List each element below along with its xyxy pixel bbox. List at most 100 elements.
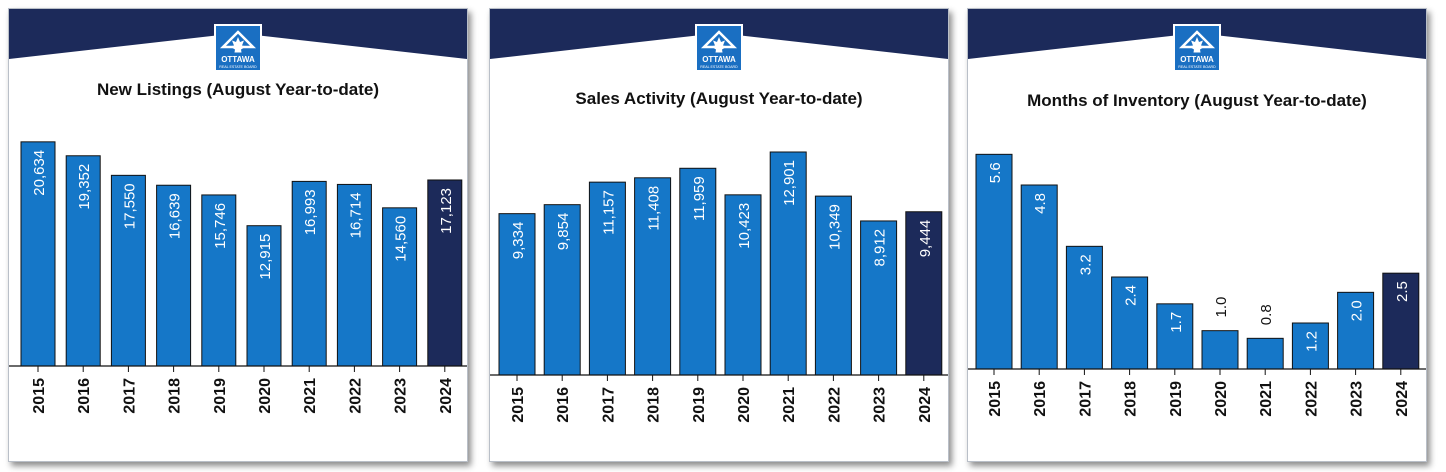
tick-label-2019: 2019 (212, 378, 229, 414)
data-label-2017: 11,157 (600, 190, 617, 235)
tick-label-2018: 2018 (646, 387, 663, 423)
data-label-2017: 3.2 (1077, 254, 1094, 275)
logo-text: OTTAWA (702, 55, 736, 64)
bar-2021 (1246, 337, 1284, 370)
tick-label-2022: 2022 (347, 378, 364, 414)
data-label-2016: 19,352 (76, 164, 93, 210)
bar-2018 (156, 184, 192, 367)
tick-label-2015: 2015 (987, 381, 1004, 417)
tick-label-2017: 2017 (121, 378, 138, 414)
data-label-2021: 12,901 (781, 160, 798, 206)
bar-2015 (20, 141, 56, 367)
data-label-2018: 11,408 (646, 186, 663, 231)
tick-label-2022: 2022 (826, 387, 843, 423)
bar-2019 (679, 167, 717, 376)
data-label-2023: 2.0 (1349, 300, 1366, 321)
data-label-2018: 2.4 (1123, 285, 1140, 306)
chart-title: Sales Activity (August Year-to-date) (575, 89, 862, 108)
bar-2017 (588, 181, 626, 376)
tick-label-2018: 2018 (1123, 381, 1140, 417)
data-label-2016: 9,854 (555, 213, 572, 251)
tick-label-2016: 2016 (76, 378, 93, 414)
bar-2018 (1111, 276, 1149, 370)
tick-label-2016: 2016 (1032, 381, 1049, 417)
data-label-2022: 1.2 (1303, 331, 1320, 352)
bar-2020 (1201, 330, 1239, 370)
bar-2022 (814, 195, 852, 376)
tick-label-2017: 2017 (600, 387, 617, 423)
header-band (490, 9, 948, 59)
tick-label-2021: 2021 (1258, 381, 1275, 417)
tick-label-2016: 2016 (555, 387, 572, 423)
bar-2020 (724, 194, 762, 376)
tick-label-2023: 2023 (393, 378, 410, 414)
chart-panel-sales-activity: OTTAWA REAL ESTATE BOARD Sales Activity (A… (489, 8, 949, 462)
tick-label-2020: 2020 (1213, 381, 1230, 417)
data-label-2023: 14,560 (393, 216, 410, 262)
data-label-2022: 10,349 (826, 204, 843, 250)
data-label-2016: 4.8 (1032, 193, 1049, 214)
bar-2023 (382, 207, 418, 367)
bar-2015 (975, 153, 1013, 370)
data-label-2015: 20,634 (31, 150, 48, 196)
header-band (9, 9, 467, 59)
logo-text: OTTAWA (1180, 55, 1214, 64)
data-label-2024: 9,444 (917, 220, 934, 258)
tick-label-2018: 2018 (167, 378, 184, 414)
data-label-2023: 8,912 (872, 229, 889, 267)
bar-2016 (1020, 184, 1058, 370)
chart-panel-months-of-inventory: OTTAWA REAL ESTATE BOARD Months of Invento… (967, 8, 1427, 462)
data-label-2024: 2.5 (1394, 281, 1411, 302)
chart-title: New Listings (August Year-to-date) (97, 80, 379, 99)
bar-2017 (1065, 245, 1103, 370)
tick-label-2017: 2017 (1077, 381, 1094, 417)
data-label-2019: 15,746 (212, 203, 229, 249)
tick-label-2019: 2019 (1168, 381, 1185, 417)
data-label-2021: 0.8 (1258, 304, 1275, 325)
data-label-2019: 11,959 (691, 176, 708, 221)
data-label-2021: 16,993 (302, 189, 319, 235)
chart-panel-new-listings: OTTAWA REAL ESTATE BOARD New Listings (Aug… (8, 8, 468, 462)
tick-label-2021: 2021 (781, 387, 798, 423)
tick-label-2021: 2021 (302, 378, 319, 414)
bar-2024 (1382, 272, 1420, 370)
logo-subtext: REAL ESTATE BOARD (1178, 65, 1216, 69)
bar-2021 (769, 151, 807, 376)
bar-2019 (201, 194, 237, 367)
logo-subtext: REAL ESTATE BOARD (700, 65, 738, 69)
header-band (968, 9, 1426, 59)
bar-2022 (336, 183, 372, 367)
tick-label-2019: 2019 (691, 387, 708, 423)
logo-subtext: REAL ESTATE BOARD (219, 65, 257, 69)
tick-label-2020: 2020 (736, 387, 753, 423)
bar-2024 (905, 211, 943, 376)
logo-text: OTTAWA (221, 55, 255, 64)
bar-2020 (246, 225, 282, 367)
data-label-2019: 1.7 (1168, 312, 1185, 333)
bar-2017 (110, 174, 146, 367)
tick-label-2024: 2024 (917, 387, 934, 423)
bar-2021 (291, 180, 327, 367)
data-label-2020: 12,915 (257, 234, 274, 280)
data-label-2015: 9,334 (510, 222, 527, 260)
chart-title: Months of Inventory (August Year-to-date… (1027, 91, 1367, 110)
bar-2015 (498, 213, 536, 376)
data-label-2020: 1.0 (1213, 297, 1230, 318)
tick-label-2020: 2020 (257, 378, 274, 414)
tick-label-2024: 2024 (1394, 381, 1411, 417)
tick-label-2023: 2023 (1349, 381, 1366, 417)
tick-label-2022: 2022 (1303, 381, 1320, 417)
tick-label-2015: 2015 (510, 387, 527, 423)
tick-label-2015: 2015 (31, 378, 48, 414)
tick-label-2024: 2024 (438, 378, 455, 414)
data-label-2022: 16,714 (347, 192, 364, 238)
data-label-2017: 17,550 (121, 183, 138, 229)
bar-2024 (427, 179, 463, 367)
data-label-2024: 17,123 (438, 188, 455, 234)
